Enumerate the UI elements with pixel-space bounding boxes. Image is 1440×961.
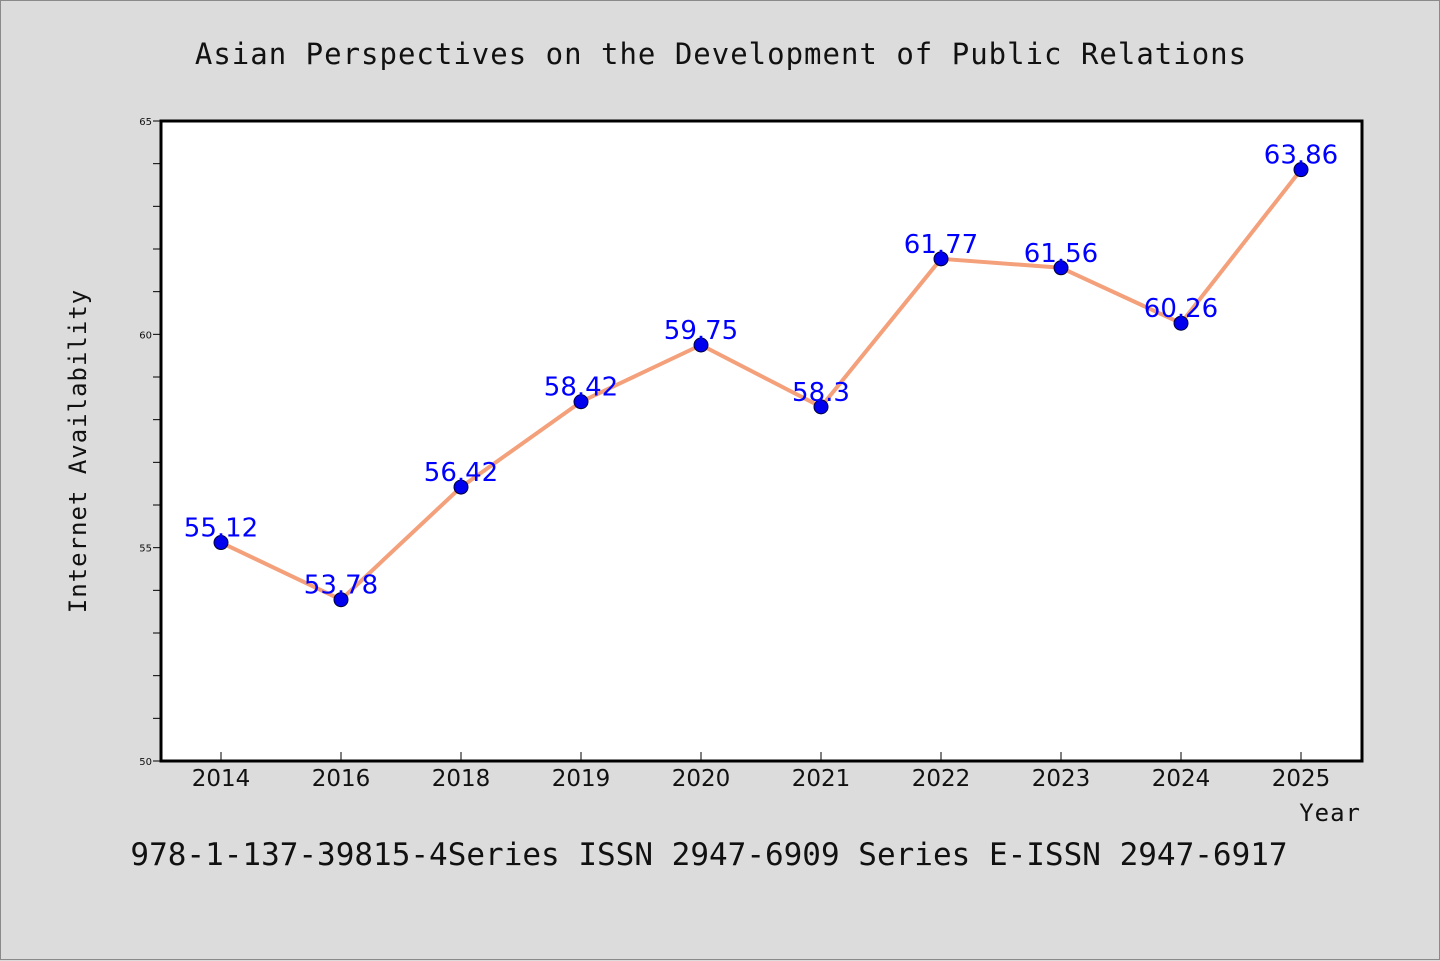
x-tick-label: 2020	[672, 766, 731, 792]
data-point	[333, 592, 349, 608]
data-label: 58.3	[792, 378, 850, 408]
data-point	[1053, 260, 1069, 276]
data-point	[573, 394, 589, 410]
y-tick-label: 50	[139, 757, 152, 768]
point-markers	[213, 162, 1309, 608]
data-point	[813, 399, 829, 415]
x-tick-label: 2024	[1152, 766, 1211, 792]
chart-title: Asian Perspectives on the Development of…	[195, 37, 1247, 71]
x-tick-label: 2021	[792, 766, 851, 792]
x-tick-label: 2016	[312, 766, 371, 792]
data-point	[453, 479, 469, 495]
data-point	[213, 535, 229, 551]
x-axis-ticks: 2014 2016 2018 2019 2020 2021 2022 2023 2024 2025	[192, 752, 1331, 792]
x-tick-label: 2022	[912, 766, 971, 792]
footer-isbn-issn: 978-1-137-39815-4Series ISSN 2947-6909 S…	[130, 837, 1287, 873]
data-label: 61.77	[904, 230, 978, 260]
data-label: 61.56	[1024, 239, 1098, 269]
y-tick-label: 60	[139, 330, 152, 341]
data-label: 55.12	[184, 514, 258, 544]
data-label: 59.75	[664, 316, 738, 346]
x-tick-label: 2019	[552, 766, 611, 792]
series-line	[220, 168, 1303, 602]
data-point	[1173, 315, 1189, 331]
plot-area	[159, 119, 1364, 763]
data-label: 58.42	[544, 373, 618, 403]
data-point	[933, 251, 949, 267]
y-tick-label: 65	[139, 117, 152, 128]
x-tick-label: 2023	[1032, 766, 1091, 792]
data-label: 53.78	[304, 571, 378, 601]
data-label: 63.86	[1264, 141, 1338, 171]
x-tick-label: 2025	[1272, 766, 1331, 792]
x-tick-label: 2014	[192, 766, 251, 792]
x-axis-title: Year	[1299, 799, 1361, 827]
data-label: 60.26	[1144, 294, 1218, 324]
y-tick-label: 55	[139, 544, 152, 555]
y-axis-title: Internet Availability	[64, 289, 92, 613]
data-label: 56.42	[424, 458, 498, 488]
x-tick-label: 2018	[432, 766, 491, 792]
data-labels: 55.12 53.78 56.42 58.42 59.75 58.3 61.77 61.56 6…	[184, 141, 1338, 601]
y-axis-ticks: 50 55 60 65	[139, 117, 161, 768]
series-layer	[220, 168, 1303, 602]
data-point	[693, 337, 709, 353]
data-point	[1293, 162, 1309, 178]
